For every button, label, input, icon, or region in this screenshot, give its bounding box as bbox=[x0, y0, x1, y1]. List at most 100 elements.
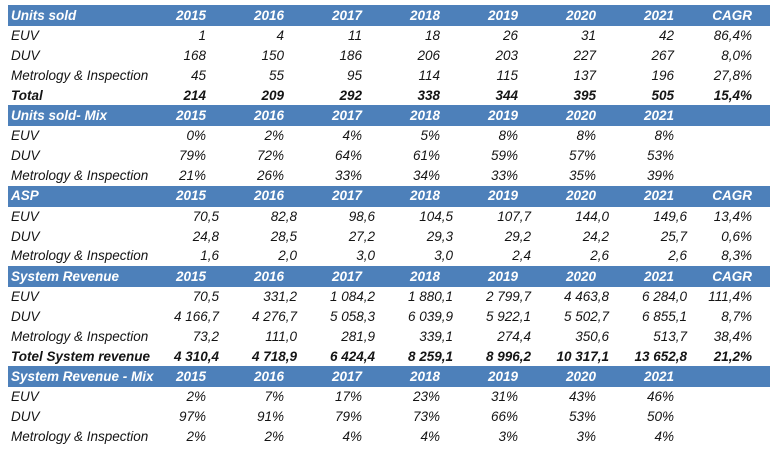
table-row: EUV 70,5 331,2 1 084,2 1 880,1 2 799,7 4 463,8… bbox=[8, 287, 770, 307]
row-label: DUV bbox=[11, 148, 40, 164]
year-header: 2017 bbox=[331, 107, 362, 123]
value-cell: 33% bbox=[490, 167, 518, 183]
section-title: ASP bbox=[11, 188, 39, 204]
value-cell: 1 084,2 bbox=[329, 289, 375, 305]
year-header: 2018 bbox=[409, 7, 440, 23]
year-header: 2016 bbox=[253, 107, 284, 123]
value-cell: 8% bbox=[498, 128, 518, 144]
value-cell: 227 bbox=[573, 47, 596, 63]
value-cell: 149,6 bbox=[653, 208, 687, 224]
value-cell: 2% bbox=[186, 389, 206, 405]
value-cell: 2,4 bbox=[512, 248, 531, 264]
cagr-cell: 13,4% bbox=[713, 208, 752, 224]
value-cell: 107,7 bbox=[497, 208, 531, 224]
value-cell: 82,8 bbox=[270, 208, 297, 224]
row-label: Metrology & Inspection bbox=[11, 248, 149, 264]
year-header: 2017 bbox=[331, 188, 362, 204]
year-header: 2020 bbox=[565, 107, 596, 123]
value-cell: 73,2 bbox=[192, 328, 219, 344]
value-cell: 79% bbox=[178, 148, 206, 164]
year-header: 2017 bbox=[331, 368, 362, 384]
value-cell: 144,0 bbox=[575, 208, 609, 224]
year-header: 2016 bbox=[253, 268, 284, 284]
value-cell: 2,6 bbox=[590, 248, 609, 264]
cagr-cell: 8,7% bbox=[721, 308, 752, 324]
value-cell: 150 bbox=[261, 47, 284, 63]
value-cell: 23% bbox=[412, 389, 440, 405]
value-cell: 11 bbox=[347, 28, 362, 44]
value-cell: 18 bbox=[424, 28, 440, 44]
year-header: 2019 bbox=[487, 268, 518, 284]
value-cell: 7% bbox=[264, 389, 284, 405]
cagr-cell: 8,0% bbox=[721, 47, 752, 63]
value-cell: 203 bbox=[495, 47, 518, 63]
value-cell: 4 bbox=[276, 28, 284, 44]
value-cell: 3% bbox=[498, 428, 518, 444]
cagr-header: CAGR bbox=[712, 268, 752, 284]
year-header: 2015 bbox=[175, 368, 206, 384]
year-header: 2019 bbox=[487, 107, 518, 123]
row-label: EUV bbox=[11, 208, 39, 224]
row-label: DUV bbox=[11, 228, 40, 244]
cagr-cell: 27,8% bbox=[713, 67, 752, 83]
value-cell: 395 bbox=[573, 87, 596, 103]
section-header-row: ASP 2015 2016 2017 2018 2019 2020 2021 CAGR bbox=[8, 185, 770, 207]
value-cell: 115 bbox=[496, 67, 518, 83]
value-cell: 26 bbox=[502, 28, 518, 44]
value-cell: 0% bbox=[186, 128, 206, 144]
value-cell: 3,0 bbox=[434, 248, 453, 264]
cagr-cell: 21,2% bbox=[713, 348, 752, 364]
value-cell: 61% bbox=[412, 148, 440, 164]
year-header: 2021 bbox=[643, 188, 674, 204]
cagr-header: CAGR bbox=[712, 7, 752, 23]
value-cell: 27,2 bbox=[348, 228, 375, 244]
value-cell: 4% bbox=[420, 428, 440, 444]
row-label: DUV bbox=[11, 308, 40, 324]
table-row: Metrology & Inspection 1,6 2,0 3,0 3,0 2,4 2,6… bbox=[8, 246, 770, 266]
value-cell: 4 276,7 bbox=[251, 308, 297, 324]
value-cell: 66% bbox=[490, 409, 518, 425]
value-cell: 29,3 bbox=[426, 228, 453, 244]
value-cell: 6 855,1 bbox=[641, 308, 687, 324]
year-header: 2016 bbox=[253, 188, 284, 204]
value-cell: 29,2 bbox=[504, 228, 531, 244]
value-cell: 4% bbox=[342, 428, 362, 444]
table-row: Metrology & Inspection 2% 2% 4% 4% 3% 3% 4% bbox=[8, 427, 770, 447]
year-header: 2015 bbox=[175, 188, 206, 204]
value-cell: 2 799,7 bbox=[485, 289, 531, 305]
value-cell: 168 bbox=[183, 47, 206, 63]
value-cell: 28,5 bbox=[270, 228, 297, 244]
value-cell: 98,6 bbox=[348, 208, 375, 224]
value-cell: 46% bbox=[646, 389, 674, 405]
value-cell: 17% bbox=[334, 389, 362, 405]
value-cell: 104,5 bbox=[419, 208, 453, 224]
value-cell: 331,2 bbox=[263, 289, 297, 305]
value-cell: 505 bbox=[651, 87, 674, 103]
year-header: 2016 bbox=[253, 7, 284, 23]
row-label: EUV bbox=[11, 28, 39, 44]
table-row: EUV 0% 2% 4% 5% 8% 8% 8% bbox=[8, 126, 770, 146]
value-cell: 281,9 bbox=[341, 328, 375, 344]
table-row: EUV 1 4 11 18 26 31 42 86,4% bbox=[8, 26, 770, 46]
row-label: Metrology & Inspection bbox=[11, 428, 149, 444]
cagr-cell: 111,4% bbox=[708, 289, 752, 305]
row-label: Total bbox=[11, 87, 43, 103]
year-header: 2019 bbox=[487, 7, 518, 23]
value-cell: 4 463,8 bbox=[563, 289, 609, 305]
value-cell: 2% bbox=[264, 428, 284, 444]
year-header: 2017 bbox=[331, 7, 362, 23]
value-cell: 6 284,0 bbox=[641, 289, 687, 305]
value-cell: 42 bbox=[658, 28, 674, 44]
value-cell: 513,7 bbox=[653, 328, 687, 344]
value-cell: 73% bbox=[412, 409, 440, 425]
cagr-cell: 15,4% bbox=[713, 87, 752, 103]
value-cell: 70,5 bbox=[192, 289, 219, 305]
value-cell: 35% bbox=[568, 167, 596, 183]
value-cell: 64% bbox=[334, 148, 362, 164]
value-cell: 91% bbox=[256, 409, 284, 425]
table-row: DUV 4 166,7 4 276,7 5 058,3 6 039,9 5 922,1 5 … bbox=[8, 307, 770, 327]
value-cell: 6 039,9 bbox=[407, 308, 453, 324]
value-cell: 57% bbox=[568, 148, 596, 164]
section-title: System Revenue - Mix bbox=[11, 368, 154, 384]
value-cell: 95 bbox=[346, 67, 362, 83]
